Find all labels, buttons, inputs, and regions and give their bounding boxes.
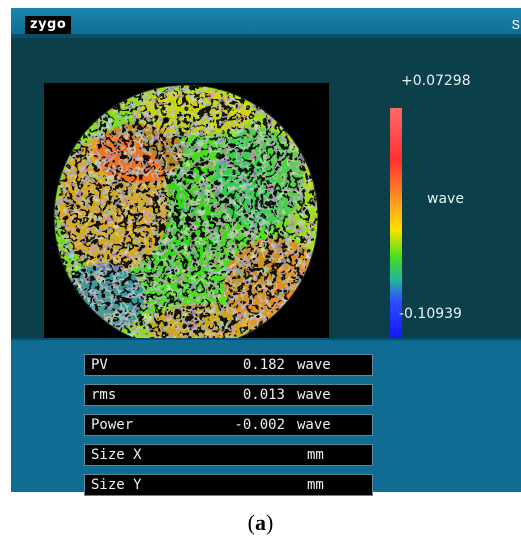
measurement-value: 0.182 [242,357,285,373]
color-scale-max: +0.07298 [401,73,471,89]
measurement-value: -0.002 [234,417,285,433]
color-scale-bar [390,108,402,342]
measurement-unit: wave [297,387,331,403]
measurement-unit: wave [297,357,331,373]
caption-letter: a [255,510,266,535]
surface-map [44,83,329,351]
surface-map-image [53,84,319,350]
measurement-label: Size Y [91,477,142,493]
title-bar: zygo S [11,8,521,36]
measurement-row-power: Power -0.002 wave [84,414,373,436]
measurement-row-size-x: Size X mm [84,444,373,466]
measurement-row-pv: PV 0.182 wave [84,354,373,376]
zygo-window: zygo S [11,8,521,496]
figure-caption: (a) [247,510,274,535]
measurement-label: Power [91,417,134,433]
measurement-value: 0.013 [242,387,285,403]
color-scale-min: -0.10939 [399,306,462,322]
title-edge-text: S [511,18,520,34]
measurement-unit: mm [307,477,324,493]
measurement-label: rms [91,387,117,403]
color-scale-unit: wave [427,191,464,207]
surface-map-panel: +0.07298 wave -0.10939 [11,36,521,351]
measurement-label: PV [91,357,108,373]
measurement-unit: wave [297,417,331,433]
zygo-logo: zygo [25,16,72,34]
measurement-unit: mm [307,447,324,463]
measurement-row-rms: rms 0.013 wave [84,384,373,406]
measurement-row-size-y: Size Y mm [84,474,373,496]
measurement-panel: PV 0.182 wave rms 0.013 wave Power -0.00… [11,338,521,496]
measurement-label: Size X [91,447,142,463]
